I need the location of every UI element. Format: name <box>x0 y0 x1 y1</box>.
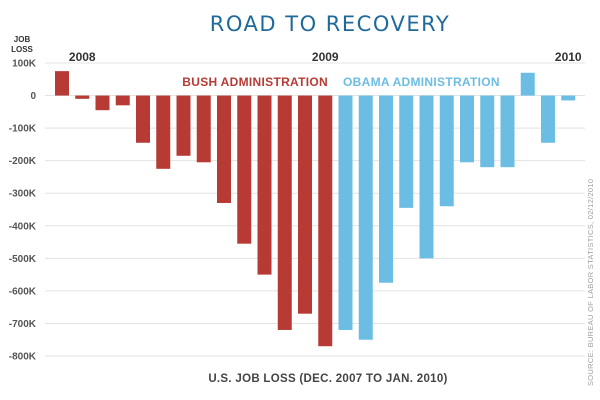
year-label: 2009 <box>312 50 339 64</box>
year-label: 2008 <box>69 50 96 64</box>
bush-administration-label: BUSH ADMINISTRATION <box>182 75 328 89</box>
source-note: SOURCE: BUREAU OF LABOR STATISTICS, 02/1… <box>586 179 595 386</box>
bar-obama <box>541 95 555 143</box>
bar-obama <box>561 95 576 101</box>
bar-bush <box>196 95 211 163</box>
y-tick-label: -800K <box>9 352 37 363</box>
y-tick-label: -600K <box>9 286 37 297</box>
y-tick-label: -400K <box>9 221 37 232</box>
y-tick-label: -100K <box>9 124 37 135</box>
bar-bush <box>55 71 69 96</box>
gridlines <box>45 62 585 357</box>
y-tick-label: -700K <box>9 319 37 330</box>
bar-obama <box>379 95 393 283</box>
bar-bush <box>75 95 90 99</box>
x-axis-caption: U.S. JOB LOSS (DEC. 2007 TO JAN. 2010) <box>208 373 447 385</box>
obama-administration-label: OBAMA ADMINISTRATION <box>343 75 500 89</box>
bar-obama <box>439 95 454 207</box>
bar-obama <box>480 95 495 168</box>
bar-bush <box>156 95 171 169</box>
year-labels: 2008 2009 2010 <box>69 50 582 64</box>
bar-bush <box>136 95 150 143</box>
y-tick-label: -300K <box>9 189 37 200</box>
bar-obama <box>399 95 414 208</box>
bar-obama <box>338 95 353 330</box>
bar-obama <box>460 95 474 163</box>
bar-bush <box>176 95 191 156</box>
bar-obama <box>500 95 515 168</box>
bar-bush <box>115 95 130 106</box>
bar-bush <box>257 95 272 275</box>
y-tick-labels: 100K 0 -100K -200K -300K -400K -500K -600K -700K… <box>9 59 37 363</box>
bar-obama <box>419 95 434 259</box>
bar-obama <box>358 95 373 340</box>
y-tick-label: -200K <box>9 156 37 167</box>
year-label: 2010 <box>555 50 582 64</box>
bar-bush <box>298 95 312 314</box>
bars <box>55 71 576 347</box>
bar-bush <box>95 95 110 111</box>
y-tick-label: 100K <box>12 59 37 70</box>
chart-title: ROAD TO RECOVERY <box>210 12 450 36</box>
bar-bush <box>237 95 252 244</box>
bar-obama <box>520 72 535 96</box>
y-axis-label-line2: LOSS <box>11 45 33 54</box>
bar-bush <box>318 95 333 347</box>
bar-bush <box>277 95 292 330</box>
y-tick-label: -500K <box>9 254 37 265</box>
bar-bush <box>217 95 231 203</box>
y-axis-label-line1: JOB <box>14 35 31 44</box>
y-tick-label: 0 <box>30 91 36 102</box>
